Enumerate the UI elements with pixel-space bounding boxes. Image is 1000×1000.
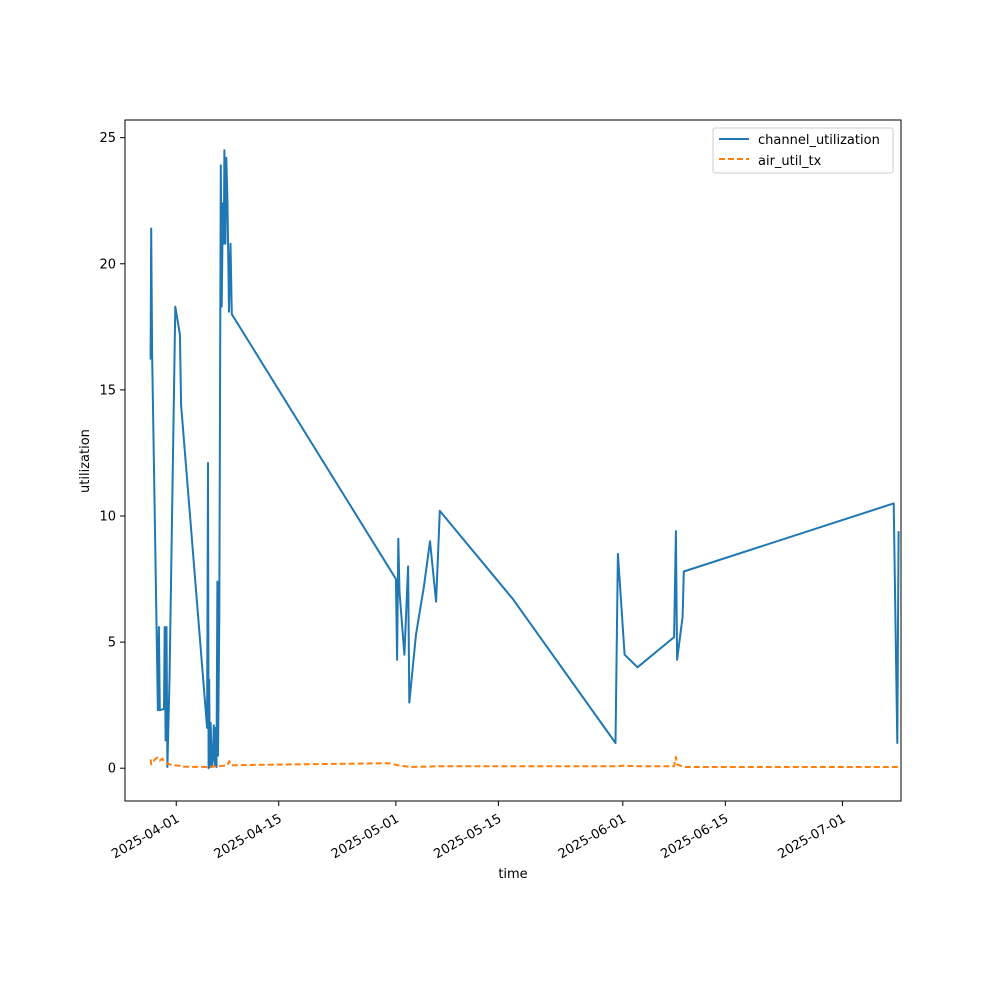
x-tick-label: 2025-05-15 bbox=[431, 811, 504, 862]
legend-label-channel-utilization: channel_utilization bbox=[758, 133, 880, 148]
x-tick-label: 2025-04-15 bbox=[212, 811, 285, 862]
y-tick-label: 20 bbox=[99, 257, 116, 272]
series-line-air-util-tx bbox=[149, 755, 899, 768]
y-tick-label: 5 bbox=[108, 636, 116, 651]
x-tick-label: 2025-06-15 bbox=[658, 811, 731, 862]
y-tick-label: 15 bbox=[99, 383, 116, 398]
x-tick-label: 2025-06-01 bbox=[556, 811, 629, 862]
legend: channel_utilization air_util_tx bbox=[712, 127, 894, 174]
series-layer bbox=[149, 149, 900, 770]
y-axis: 0 5 10 15 20 25 bbox=[99, 131, 125, 777]
y-tick-label: 10 bbox=[99, 509, 116, 524]
legend-label-air-util-tx: air_util_tx bbox=[758, 154, 822, 169]
plot-area-frame bbox=[124, 119, 902, 802]
series-line-channel-utilization bbox=[149, 149, 900, 770]
x-tick-label: 2025-07-01 bbox=[775, 811, 848, 862]
y-tick-label: 25 bbox=[99, 131, 116, 146]
x-axis: 2025-04-01 2025-04-15 2025-05-01 2025-05-15… bbox=[109, 801, 848, 862]
y-axis-label: utilization bbox=[78, 429, 93, 493]
y-tick-label: 0 bbox=[108, 762, 116, 777]
x-tick-label: 2025-04-01 bbox=[109, 811, 182, 862]
x-axis-label: time bbox=[498, 867, 527, 882]
x-tick-label: 2025-05-01 bbox=[329, 811, 402, 862]
legend-box bbox=[712, 127, 894, 174]
